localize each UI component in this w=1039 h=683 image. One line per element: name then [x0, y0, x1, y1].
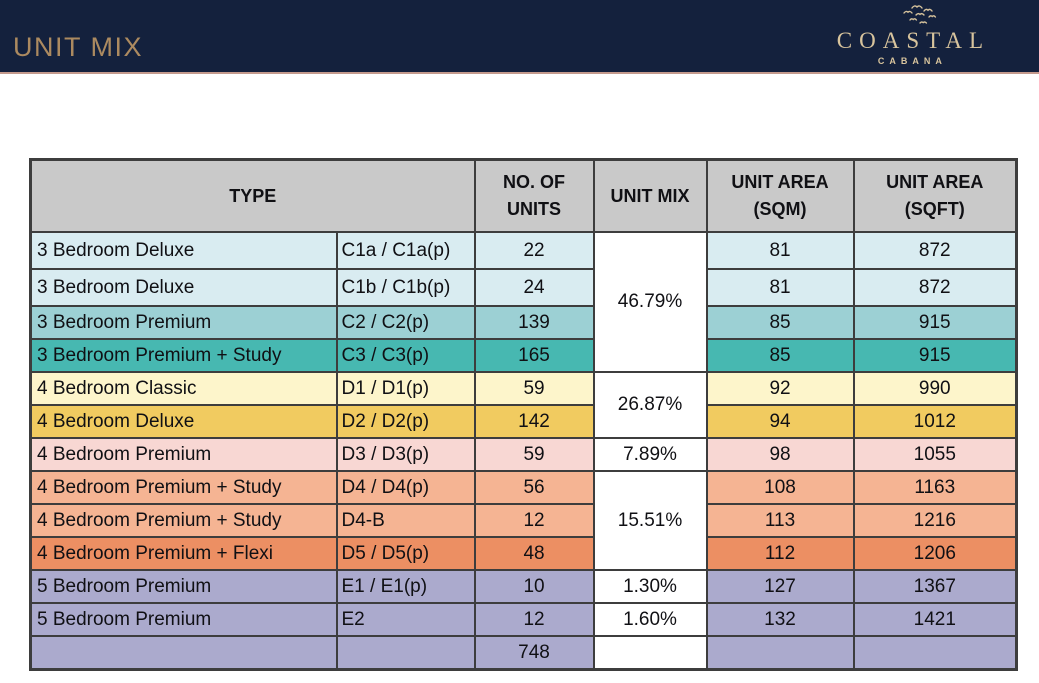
total-sqft-cell	[852, 635, 1018, 671]
logo-coastal-text: COASTAL	[836, 28, 990, 53]
table-row: 3 Bedroom Deluxe C1b / C1b(p) 24 81 872	[29, 268, 1018, 307]
total-mix-cell	[592, 635, 708, 671]
type-cell: 4 Bedroom Premium + Study	[29, 470, 338, 505]
type-cell: 5 Bedroom Premium	[29, 602, 338, 637]
code-cell: D5 / D5(p)	[335, 536, 476, 571]
logo-cabana-text: CABANA	[877, 56, 947, 67]
type-cell: 3 Bedroom Premium + Study	[29, 338, 338, 373]
type-cell: 3 Bedroom Premium	[29, 305, 338, 340]
total-units-cell: 748	[473, 635, 595, 671]
units-cell: 12	[473, 503, 595, 538]
sqft-cell: 915	[852, 305, 1018, 340]
table-row: 4 Bedroom Premium + Study D4 / D4(p) 56 15.…	[29, 470, 1018, 571]
table-row: 5 Bedroom Premium E2 12 1.60% 132 1421	[29, 602, 1018, 637]
type-cell: 4 Bedroom Premium	[29, 437, 338, 472]
code-cell: D4-B	[335, 503, 476, 538]
sqm-cell: 113	[705, 503, 855, 538]
sqft-cell: 872	[852, 231, 1018, 270]
table-row: 3 Bedroom Premium + Study C3 / C3(p) 165 85…	[29, 338, 1018, 373]
code-cell: E2	[335, 602, 476, 637]
units-cell: 59	[473, 437, 595, 472]
type-cell: 3 Bedroom Deluxe	[29, 268, 338, 307]
sqm-cell: 92	[705, 371, 855, 406]
table-row: 4 Bedroom Premium + Flexi D5 / D5(p) 48 112…	[29, 536, 1018, 571]
sqm-cell: 85	[705, 305, 855, 340]
table-row: 4 Bedroom Classic D1 / D1(p) 59 26.87% 92 990	[29, 371, 1018, 439]
units-cell: 165	[473, 338, 595, 373]
sqft-cell: 1421	[852, 602, 1018, 637]
code-cell: D2 / D2(p)	[335, 404, 476, 439]
units-cell: 24	[473, 268, 595, 307]
unit-mix-cell: 15.51%	[592, 470, 708, 571]
coastal-cabana-logo: COASTAL CABANA	[830, 4, 990, 66]
total-sqm-cell	[705, 635, 855, 671]
code-cell: C1b / C1b(p)	[335, 268, 476, 307]
table-row: 4 Bedroom Deluxe D2 / D2(p) 142 94 1012	[29, 404, 1018, 439]
code-cell: D4 / D4(p)	[335, 470, 476, 505]
type-cell: 4 Bedroom Deluxe	[29, 404, 338, 439]
code-cell: C2 / C2(p)	[335, 305, 476, 340]
sqft-cell: 1163	[852, 470, 1018, 505]
table-row: 3 Bedroom Deluxe C1a / C1a(p) 22 46.79% 81 87…	[29, 231, 1018, 373]
total-code-cell	[335, 635, 476, 671]
table-row: 3 Bedroom Premium C2 / C2(p) 139 85 915	[29, 305, 1018, 340]
unit-mix-cell: 7.89%	[592, 437, 708, 472]
code-cell: D1 / D1(p)	[335, 371, 476, 406]
sqm-cell: 85	[705, 338, 855, 373]
unit-mix-cell: 1.60%	[592, 602, 708, 637]
col-header-sqft: UNIT AREA (SQFT)	[852, 158, 1018, 233]
sqft-cell: 872	[852, 268, 1018, 307]
type-cell: 5 Bedroom Premium	[29, 569, 338, 604]
sqft-cell: 1206	[852, 536, 1018, 571]
type-cell: 4 Bedroom Premium + Flexi	[29, 536, 338, 571]
code-cell: C1a / C1a(p)	[335, 231, 476, 270]
units-cell: 48	[473, 536, 595, 571]
table-row: 5 Bedroom Premium E1 / E1(p) 10 1.30% 127 136…	[29, 569, 1018, 604]
units-cell: 22	[473, 231, 595, 270]
sqm-cell: 112	[705, 536, 855, 571]
code-cell: E1 / E1(p)	[335, 569, 476, 604]
sqft-cell: 915	[852, 338, 1018, 373]
sqft-cell: 1367	[852, 569, 1018, 604]
sqm-cell: 132	[705, 602, 855, 637]
sqm-cell: 94	[705, 404, 855, 439]
sqm-cell: 81	[705, 231, 855, 270]
type-cell: 4 Bedroom Classic	[29, 371, 338, 406]
sqm-cell: 81	[705, 268, 855, 307]
units-cell: 139	[473, 305, 595, 340]
total-row: 748	[29, 635, 1018, 671]
type-cell: 3 Bedroom Deluxe	[29, 231, 338, 270]
table-row: 4 Bedroom Premium D3 / D3(p) 59 7.89% 98 1055	[29, 437, 1018, 472]
unit-mix-table: TYPE NO. OF UNITS UNIT MIX UNIT AREA (SQ…	[29, 158, 1019, 671]
total-type-cell	[29, 635, 338, 671]
sqm-cell: 98	[705, 437, 855, 472]
units-cell: 12	[473, 602, 595, 637]
units-cell: 10	[473, 569, 595, 604]
flying-birds-icon	[903, 5, 936, 24]
table-row: 4 Bedroom Premium + Study D4-B 12 113 1216	[29, 503, 1018, 538]
units-cell: 56	[473, 470, 595, 505]
sqft-cell: 1216	[852, 503, 1018, 538]
sqft-cell: 1055	[852, 437, 1018, 472]
sqm-cell: 127	[705, 569, 855, 604]
unit-mix-cell: 1.30%	[592, 569, 708, 604]
table-header-row: TYPE NO. OF UNITS UNIT MIX UNIT AREA (SQ…	[29, 158, 1018, 233]
type-cell: 4 Bedroom Premium + Study	[29, 503, 338, 538]
sqft-cell: 1012	[852, 404, 1018, 439]
code-cell: C3 / C3(p)	[335, 338, 476, 373]
col-header-sqm: UNIT AREA (SQM)	[705, 158, 855, 233]
units-cell: 59	[473, 371, 595, 406]
sqm-cell: 108	[705, 470, 855, 505]
sqft-cell: 990	[852, 371, 1018, 406]
col-header-type: TYPE	[29, 158, 476, 233]
page-title: UNIT MIX	[13, 32, 144, 62]
units-cell: 142	[473, 404, 595, 439]
header-bar: UNIT MIX COASTAL CABANA	[0, 0, 1039, 74]
unit-mix-cell: 46.79%	[592, 231, 708, 373]
code-cell: D3 / D3(p)	[335, 437, 476, 472]
col-header-mix: UNIT MIX	[592, 158, 708, 233]
unit-mix-cell: 26.87%	[592, 371, 708, 439]
col-header-units: NO. OF UNITS	[473, 158, 595, 233]
